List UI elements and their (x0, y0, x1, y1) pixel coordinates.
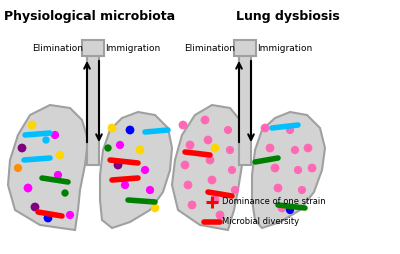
Point (227, 148, 233, 152)
Point (189, 203, 195, 207)
FancyBboxPatch shape (234, 40, 256, 56)
Point (217, 213, 223, 217)
Point (232, 188, 238, 192)
Point (137, 148, 143, 152)
Point (275, 186, 281, 190)
Polygon shape (100, 112, 172, 228)
Text: Lung dysbiosis: Lung dysbiosis (236, 10, 340, 23)
Point (19, 146, 25, 150)
Point (109, 126, 115, 130)
Point (147, 188, 153, 192)
Point (127, 128, 133, 132)
Point (29, 123, 35, 127)
Point (207, 158, 213, 162)
Polygon shape (252, 112, 325, 228)
Point (279, 206, 285, 210)
Point (185, 183, 191, 187)
Text: Immigration: Immigration (105, 44, 161, 53)
Point (212, 146, 218, 150)
Text: Microbial diversity: Microbial diversity (222, 217, 299, 227)
Text: Dominance of one strain: Dominance of one strain (222, 198, 326, 207)
Point (115, 163, 121, 167)
Point (202, 118, 208, 122)
Point (309, 166, 315, 170)
FancyBboxPatch shape (82, 40, 104, 56)
Point (55, 173, 61, 177)
Point (209, 178, 215, 182)
Point (205, 138, 211, 142)
Point (267, 146, 273, 150)
Point (52, 133, 58, 137)
Point (122, 183, 128, 187)
Point (292, 148, 298, 152)
Polygon shape (172, 105, 245, 230)
Point (295, 168, 301, 172)
Point (229, 168, 235, 172)
Point (187, 143, 193, 147)
Point (25, 186, 31, 190)
Point (305, 146, 311, 150)
Point (67, 213, 73, 217)
Point (142, 168, 148, 172)
Point (225, 128, 231, 132)
Point (299, 188, 305, 192)
Point (43, 138, 49, 142)
Point (182, 163, 188, 167)
Point (287, 208, 293, 212)
Point (262, 126, 268, 130)
Point (287, 128, 293, 132)
Text: Elimination: Elimination (32, 44, 84, 53)
Polygon shape (8, 105, 88, 230)
Point (105, 146, 111, 150)
Point (62, 191, 68, 195)
Point (32, 205, 38, 209)
Text: Physiological microbiota: Physiological microbiota (4, 10, 176, 23)
Point (15, 166, 21, 170)
Point (57, 153, 63, 157)
Point (272, 166, 278, 170)
Point (45, 216, 51, 220)
Text: Immigration: Immigration (257, 44, 313, 53)
FancyBboxPatch shape (239, 54, 251, 165)
FancyBboxPatch shape (87, 54, 99, 165)
Point (152, 206, 158, 210)
Text: Elimination: Elimination (184, 44, 236, 53)
Point (212, 198, 218, 202)
Point (117, 143, 123, 147)
Point (180, 123, 186, 127)
